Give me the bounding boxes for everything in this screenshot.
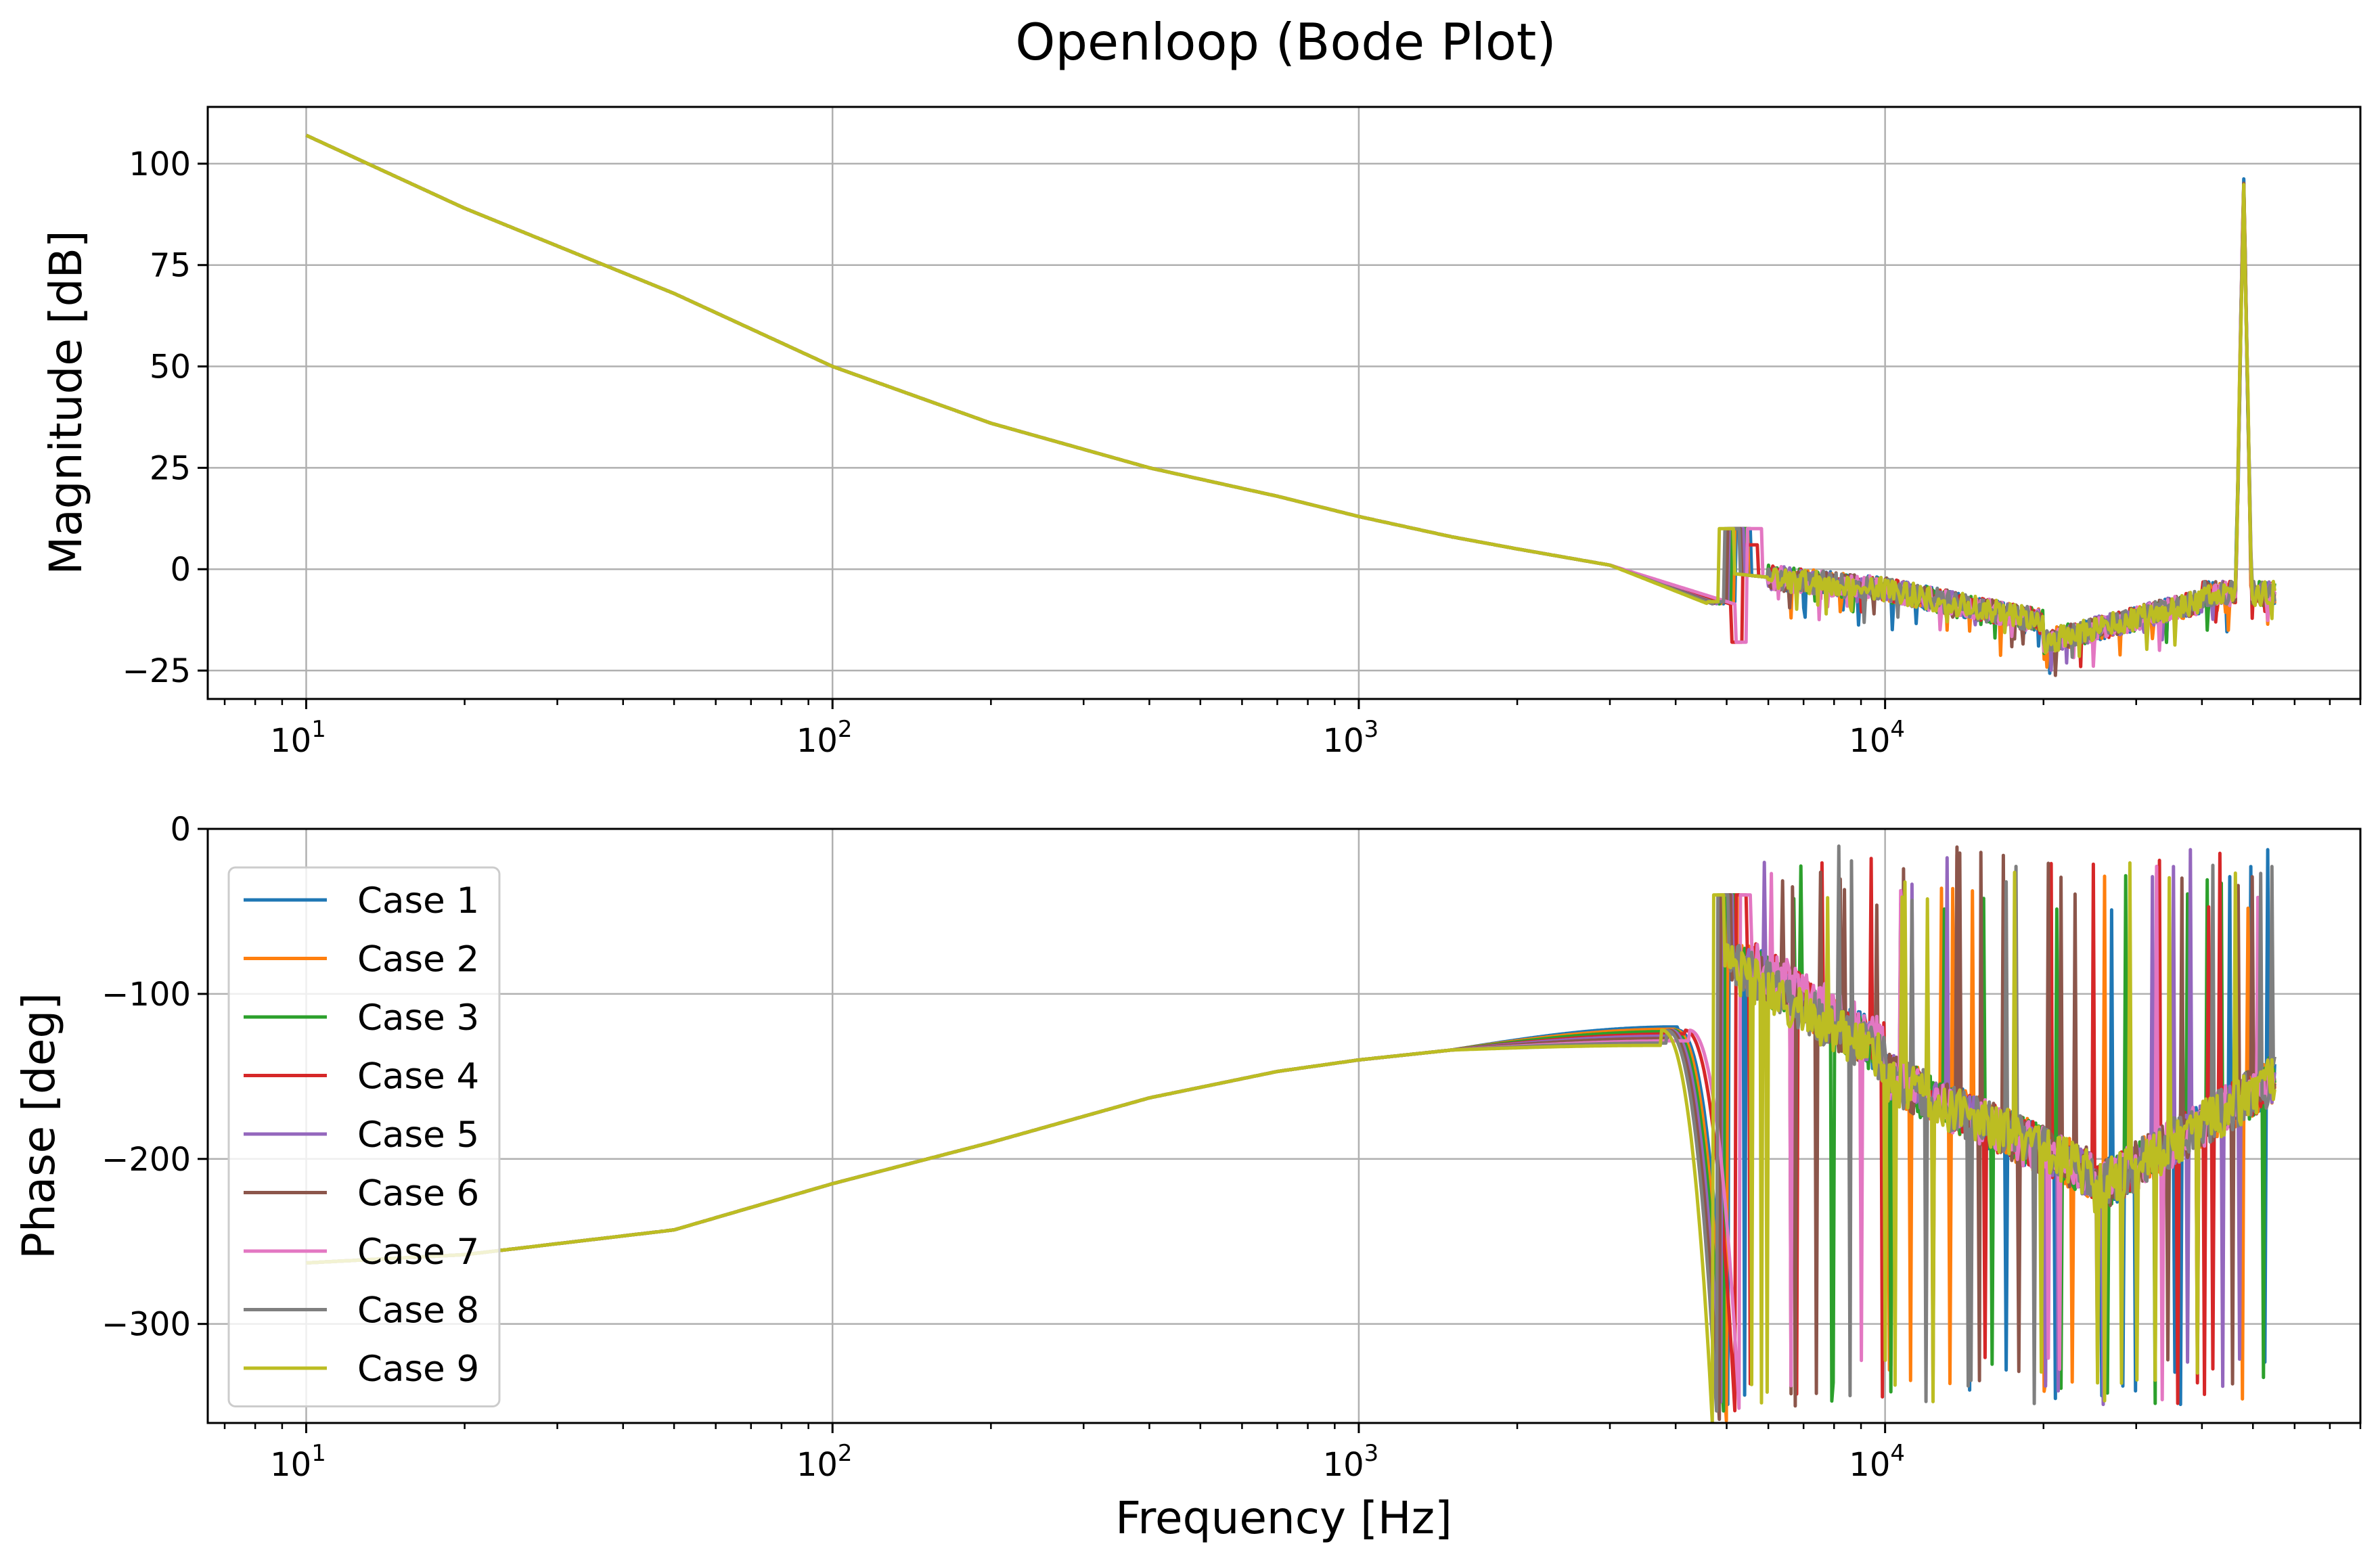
y-tick-label: 75 (150, 247, 191, 285)
phase-ylabel: Phase [deg] (13, 993, 65, 1259)
chart-title: Openloop (Bode Plot) (1015, 12, 1556, 72)
y-tick-label: 100 (129, 145, 191, 183)
x-tick-label: 103 (1323, 716, 1379, 760)
legend-entry-label: Case 5 (357, 1114, 479, 1156)
legend-entry-label: Case 8 (357, 1290, 479, 1332)
magnitude-series-line (305, 133, 2276, 658)
phase-plot: 101 102 103 104 0 −100 −200 −300 Phase [deg] C… (13, 811, 2362, 1484)
x-tick-label: 102 (796, 1440, 853, 1484)
legend-entry-label: Case 2 (357, 939, 479, 980)
x-tick-label: 104 (1849, 1440, 1905, 1484)
magnitude-ylabel: Magnitude [dB] (40, 230, 92, 574)
x-tick-label: 101 (270, 1440, 326, 1484)
y-tick-label: −300 (102, 1306, 191, 1344)
legend-entry-label: Case 9 (357, 1349, 479, 1390)
legend-entry-label: Case 7 (357, 1231, 479, 1273)
magnitude-plot: 101 102 103 104 100 75 50 25 0 −25 Magnitude [dB… (40, 106, 2362, 760)
y-tick-label: −200 (102, 1141, 191, 1179)
y-tick-label: 25 (150, 449, 191, 487)
x-tick-label: 102 (796, 716, 853, 760)
legend-entry-label: Case 3 (357, 997, 479, 1039)
y-tick-label: 0 (170, 551, 191, 589)
phase-series-line (306, 861, 2276, 1423)
legend-box (227, 866, 501, 1407)
y-tick-label: −100 (102, 976, 191, 1014)
x-axis-label: Frequency [Hz] (1115, 1492, 1452, 1544)
legend-entry-label: Case 1 (357, 880, 479, 922)
legend-entry-label: Case 6 (357, 1173, 479, 1215)
y-tick-label: 0 (170, 811, 191, 849)
y-tick-label: −25 (122, 652, 191, 690)
legend-entry-label: Case 4 (357, 1056, 479, 1098)
y-tick-label: 50 (150, 348, 191, 386)
legend: Case 1 Case 2 Case 3 Case 4 Case 5 Case 6 Case… (227, 866, 501, 1407)
x-tick-label: 103 (1323, 1440, 1379, 1484)
x-tick-label: 101 (270, 716, 326, 760)
x-tick-label: 104 (1849, 716, 1905, 760)
